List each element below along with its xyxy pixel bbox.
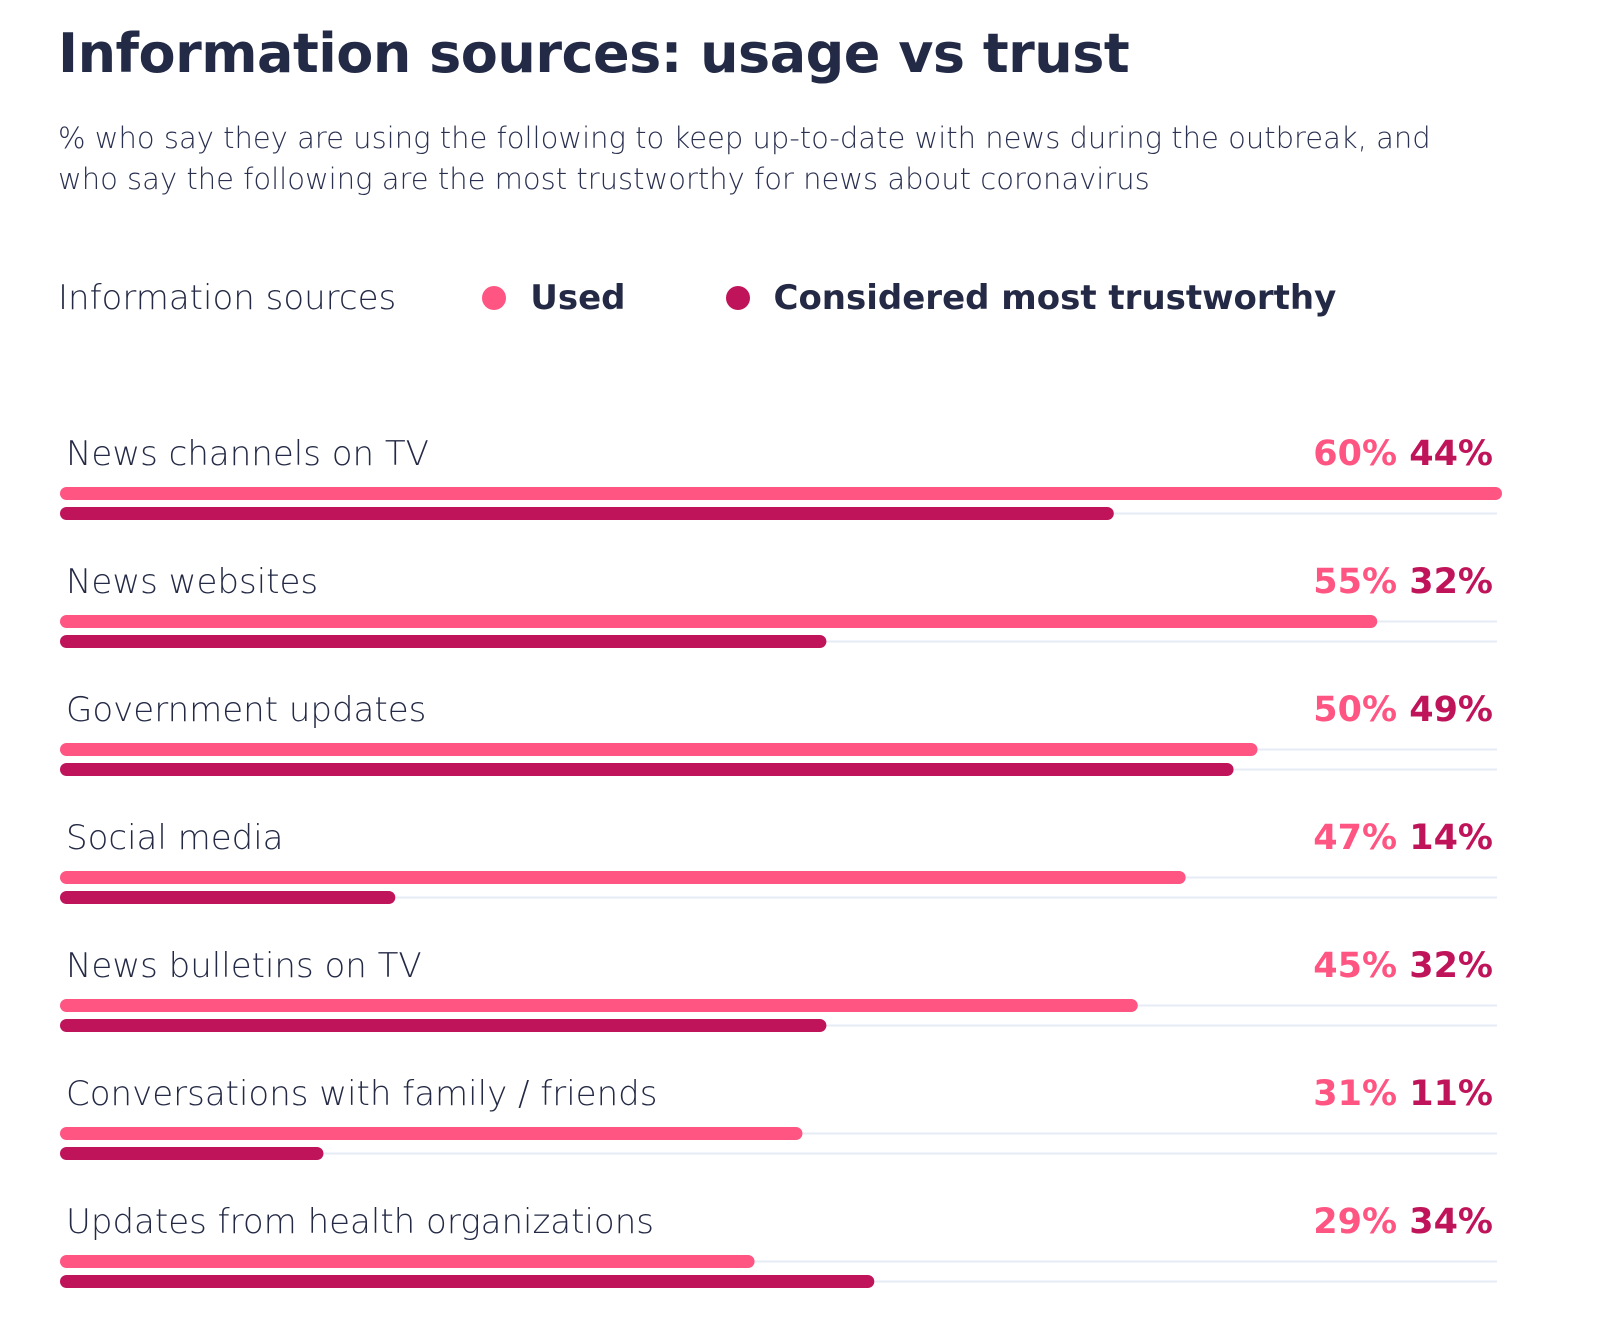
bar-used — [60, 999, 1138, 1012]
bar-trustworthy — [60, 1275, 875, 1288]
bar-trustworthy — [60, 1019, 827, 1032]
value-labels: 29% 34% — [1313, 1202, 1493, 1242]
chart-title: Information sources: usage vs trust — [58, 22, 1130, 85]
category-label: News websites — [66, 562, 318, 602]
legend-item-trust: Considered most trustworthy — [725, 278, 1337, 318]
category-label: Social media — [66, 818, 284, 858]
category-label: Government updates — [66, 690, 426, 730]
bar-trustworthy — [60, 635, 827, 648]
bar-used — [60, 615, 1378, 628]
legend-label: Used — [530, 278, 626, 318]
bar-used — [60, 487, 1502, 500]
legend: Information sources Used Considered most… — [58, 278, 1436, 318]
bar-used — [60, 871, 1186, 884]
value-labels: 60% 44% — [1313, 434, 1493, 474]
legend-dot-trust — [725, 286, 750, 310]
value-labels: 55% 32% — [1313, 562, 1493, 602]
category-label: News bulletins on TV — [66, 946, 422, 986]
value-labels: 45% 32% — [1313, 946, 1493, 986]
bar-used — [60, 1255, 755, 1268]
category-label: Conversations with family / friends — [66, 1074, 657, 1114]
bar-track — [60, 896, 1497, 899]
bar-trustworthy — [60, 507, 1114, 520]
bar-trustworthy — [60, 891, 396, 904]
bar-used — [60, 1127, 803, 1140]
bar-trustworthy — [60, 1147, 324, 1160]
bar-track — [60, 1260, 1497, 1263]
value-labels: 47% 14% — [1313, 818, 1493, 858]
legend-dot-used — [482, 286, 507, 310]
legend-title: Information sources — [58, 278, 397, 318]
value-labels: 31% 11% — [1313, 1074, 1493, 1114]
bar-trustworthy — [60, 763, 1234, 776]
bar-track — [60, 1152, 1497, 1155]
legend-item-used: Used — [482, 278, 626, 318]
bar-used — [60, 743, 1258, 756]
category-label: News channels on TV — [66, 434, 429, 474]
value-labels: 50% 49% — [1313, 690, 1493, 730]
category-label: Updates from health organizations — [66, 1202, 654, 1242]
legend-label: Considered most trustworthy — [773, 278, 1337, 318]
chart-subtitle: % who say they are using the following t… — [58, 121, 1431, 196]
